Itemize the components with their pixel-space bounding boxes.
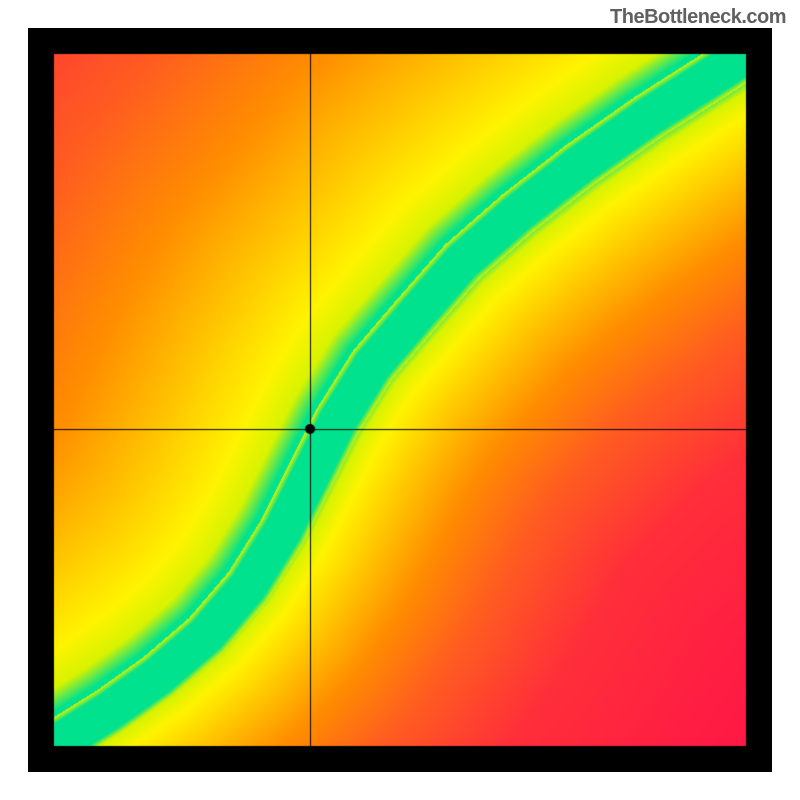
attribution-label: TheBottleneck.com [610, 6, 786, 29]
bottleneck-heatmap [28, 28, 772, 772]
chart-container: TheBottleneck.com [0, 0, 800, 800]
